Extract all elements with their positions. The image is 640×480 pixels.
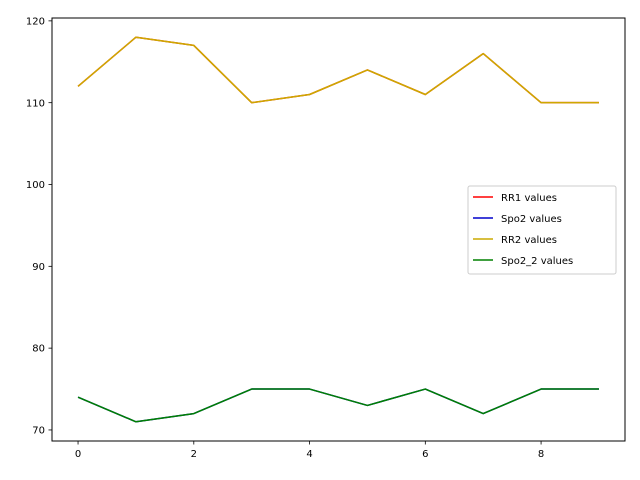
legend-label: Spo2 values xyxy=(501,214,562,225)
x-tick-label: 8 xyxy=(538,449,544,460)
y-tick-label: 100 xyxy=(26,180,45,191)
legend-label: RR2 values xyxy=(501,235,557,246)
x-tick-label: 4 xyxy=(306,449,312,460)
y-tick-label: 110 xyxy=(26,98,45,109)
y-tick-label: 120 xyxy=(26,16,45,27)
series-layer xyxy=(77,36,599,423)
legend: RR1 values Spo2 values RR2 values Spo2_2 va… xyxy=(467,185,617,275)
series-line-4 xyxy=(77,388,599,423)
y-tick-label: 80 xyxy=(32,344,45,355)
legend-label: RR1 values xyxy=(501,193,557,204)
y-tick-label: 90 xyxy=(32,262,45,273)
series-line-3 xyxy=(77,36,599,104)
y-tick-label: 70 xyxy=(32,426,45,437)
x-tick-label: 6 xyxy=(422,449,428,460)
plot-frame xyxy=(51,17,626,442)
legend-label: Spo2_2 values xyxy=(501,256,573,267)
x-tick-label: 2 xyxy=(191,449,197,460)
y-axis: 70 80 90 100 110 120 xyxy=(26,16,52,437)
x-tick-label: 0 xyxy=(75,449,81,460)
x-axis: 0 2 4 6 8 xyxy=(75,441,544,460)
legend-box xyxy=(467,185,617,275)
